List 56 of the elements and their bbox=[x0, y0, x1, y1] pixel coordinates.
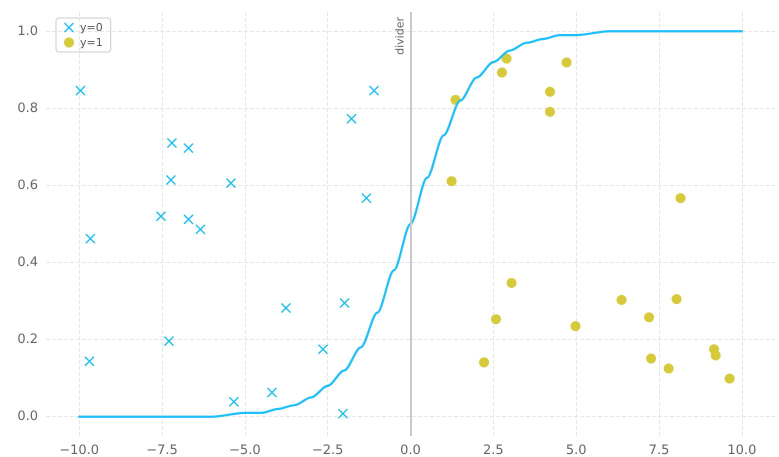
point bbox=[479, 357, 490, 368]
x-tick-label: −5.0 bbox=[229, 443, 261, 457]
y-tick-label: 0.2 bbox=[17, 332, 38, 348]
legend-label: y=1 bbox=[80, 36, 103, 49]
x-tick-label: −2.5 bbox=[312, 443, 344, 457]
point bbox=[166, 175, 176, 186]
point bbox=[338, 408, 348, 419]
point bbox=[361, 193, 372, 204]
point bbox=[195, 224, 206, 234]
x-tick-label: 5.0 bbox=[566, 443, 587, 457]
point bbox=[164, 336, 174, 346]
ref-line-label: divider bbox=[394, 16, 406, 55]
point bbox=[226, 178, 236, 188]
point bbox=[570, 321, 581, 332]
x-tick-label: −7.5 bbox=[146, 443, 178, 457]
point bbox=[724, 374, 735, 384]
y-tick-label: 0.6 bbox=[17, 178, 38, 193]
point bbox=[646, 354, 656, 364]
point bbox=[85, 234, 96, 244]
x-tick-label: 7.5 bbox=[648, 443, 670, 457]
point bbox=[318, 344, 328, 354]
point bbox=[84, 356, 94, 366]
point bbox=[228, 396, 239, 407]
point bbox=[672, 294, 682, 304]
point bbox=[545, 106, 556, 117]
point bbox=[75, 86, 86, 96]
point bbox=[562, 57, 572, 68]
point bbox=[664, 364, 674, 374]
point bbox=[616, 294, 627, 305]
y-tick-label: 0.8 bbox=[17, 100, 38, 116]
point bbox=[446, 176, 457, 186]
y-tick-label: 0.0 bbox=[17, 409, 38, 424]
point bbox=[340, 298, 350, 308]
point bbox=[545, 86, 556, 97]
legend-label: y=0 bbox=[80, 21, 103, 34]
y-tick-label: 1.0 bbox=[17, 24, 38, 39]
point bbox=[676, 193, 686, 204]
point bbox=[710, 350, 721, 360]
point bbox=[183, 214, 194, 224]
point bbox=[491, 314, 501, 324]
point bbox=[496, 68, 507, 78]
point bbox=[506, 278, 517, 288]
y-tick-label: 0.4 bbox=[17, 255, 38, 270]
point bbox=[502, 54, 512, 64]
point bbox=[346, 114, 357, 124]
point bbox=[266, 387, 277, 398]
point bbox=[280, 303, 291, 314]
x-tick-label: 0.0 bbox=[400, 443, 421, 457]
x-tick-label: −10.0 bbox=[59, 443, 100, 457]
x-tick-label: 2.5 bbox=[482, 443, 504, 457]
point bbox=[156, 211, 166, 222]
point bbox=[644, 312, 654, 322]
x-tick-label: 10.0 bbox=[727, 443, 756, 457]
point bbox=[183, 143, 194, 154]
point bbox=[166, 138, 177, 148]
point bbox=[369, 86, 380, 96]
